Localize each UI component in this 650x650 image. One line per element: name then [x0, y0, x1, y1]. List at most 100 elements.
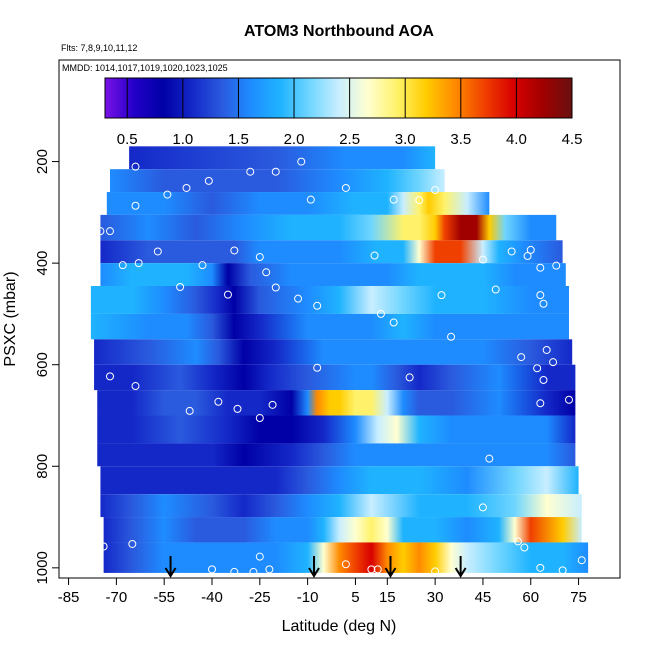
dates-annotation: MMDD: 1014,1017,1019,1020,1023,1025: [62, 63, 228, 73]
flight-point: [233, 404, 242, 413]
latitude-arrow: [454, 556, 467, 578]
flight-point: [431, 567, 440, 576]
x-tick-label: -55: [153, 589, 175, 606]
flight-point: [478, 255, 487, 264]
flight-point: [536, 399, 545, 408]
flight-point: [549, 358, 558, 367]
flight-point: [271, 167, 280, 176]
heatmap-band: [100, 240, 563, 264]
latitude-arrow: [384, 556, 397, 578]
flight-point: [223, 290, 232, 299]
flight-point: [99, 542, 108, 551]
flight-point: [255, 414, 264, 423]
x-tick-label: 60: [522, 589, 539, 606]
flight-point: [389, 318, 398, 327]
y-axis: 200 400 600 800 1000: [34, 149, 59, 585]
heatmap-band: [110, 169, 445, 193]
flight-point: [86, 546, 95, 555]
flight-point: [294, 294, 303, 303]
colorbar-tick-label: 1.0: [172, 131, 193, 148]
flight-point: [507, 247, 516, 256]
heatmap-band: [94, 339, 573, 365]
y-tick-label: 800: [34, 454, 51, 479]
colorbar: 0.5 1.0 1.5 2.0 2.5 3.0 3.5 4.0 4.5: [104, 77, 583, 148]
y-tick-label: 200: [34, 149, 51, 174]
flight-point: [485, 454, 494, 463]
flight-point: [230, 567, 239, 576]
flight-point: [539, 375, 548, 384]
x-axis-label: Latitude (deg N): [282, 618, 397, 635]
x-tick-label: 75: [570, 589, 587, 606]
y-tick-label: 1000: [34, 551, 51, 584]
flight-point: [405, 373, 414, 382]
flight-point: [163, 190, 172, 199]
colorbar-tick-label: 2.0: [284, 131, 305, 148]
flight-point: [96, 227, 105, 236]
x-axis: -85 -70 -55 -40 -25 -10 5 15 30 45 60 75: [58, 578, 587, 606]
flight-point: [536, 563, 545, 572]
heatmap-band: [97, 443, 576, 467]
heatmap-band: [97, 390, 576, 416]
colorbar-tick-label: 0.5: [117, 131, 138, 148]
colorbar-tick-labels: 0.5 1.0 1.5 2.0 2.5 3.0 3.5 4.0 4.5: [117, 131, 583, 148]
flight-point: [297, 157, 306, 166]
flight-point: [565, 254, 573, 263]
heatmap-band: [94, 364, 576, 391]
heatmap-band: [100, 214, 557, 241]
flight-point: [478, 503, 487, 512]
flight-point: [539, 299, 548, 308]
flight-point: [271, 283, 280, 292]
colorbar-tick-label: 4.5: [562, 131, 583, 148]
flight-point: [373, 565, 382, 574]
x-tick-label: -25: [249, 589, 271, 606]
flight-point: [526, 245, 535, 254]
heatmap-band: [103, 517, 582, 543]
flight-point: [268, 400, 277, 409]
flight-point: [313, 363, 322, 372]
flight-point: [577, 556, 586, 565]
heatmap-band: [100, 263, 566, 286]
x-tick-label: 15: [379, 589, 396, 606]
flight-point: [134, 259, 143, 268]
colorbar-gradient: [104, 77, 573, 119]
x-tick-label: -70: [106, 589, 128, 606]
heatmap-band: [90, 285, 569, 314]
flight-point: [230, 246, 239, 255]
flight-point: [389, 195, 398, 204]
x-tick-label: -40: [201, 589, 223, 606]
x-tick-label: -85: [58, 589, 80, 606]
flight-point: [542, 345, 551, 354]
flight-point: [182, 183, 191, 192]
flight-points: [86, 157, 586, 576]
flight-point: [431, 186, 440, 195]
x-tick-label: -10: [297, 589, 319, 606]
flight-point: [118, 261, 127, 270]
flight-point: [246, 167, 255, 176]
flight-point: [185, 406, 194, 415]
x-tick-label: 30: [427, 589, 444, 606]
colorbar-tick-label: 2.5: [339, 131, 360, 148]
flight-point: [341, 183, 350, 192]
flight-point: [437, 291, 446, 300]
flight-point: [517, 353, 526, 362]
x-tick-label: 45: [475, 589, 492, 606]
flight-point: [341, 560, 350, 569]
y-tick-label: 400: [34, 251, 51, 276]
heatmap-band: [97, 415, 576, 444]
heatmap-band: [106, 192, 490, 215]
flight-point: [536, 263, 545, 272]
flight-point: [153, 247, 162, 256]
flight-point: [208, 565, 216, 574]
latitude-arrow: [164, 556, 177, 578]
flight-point: [131, 162, 140, 171]
flight-point: [415, 196, 424, 205]
latitude-arrow: [308, 556, 320, 578]
flight-point: [558, 566, 567, 575]
flight-point: [265, 565, 274, 574]
heatmap-band: [90, 313, 569, 340]
flight-point: [536, 291, 545, 300]
flight-point: [376, 309, 385, 318]
flight-point: [520, 543, 529, 552]
flight-point: [249, 567, 258, 576]
